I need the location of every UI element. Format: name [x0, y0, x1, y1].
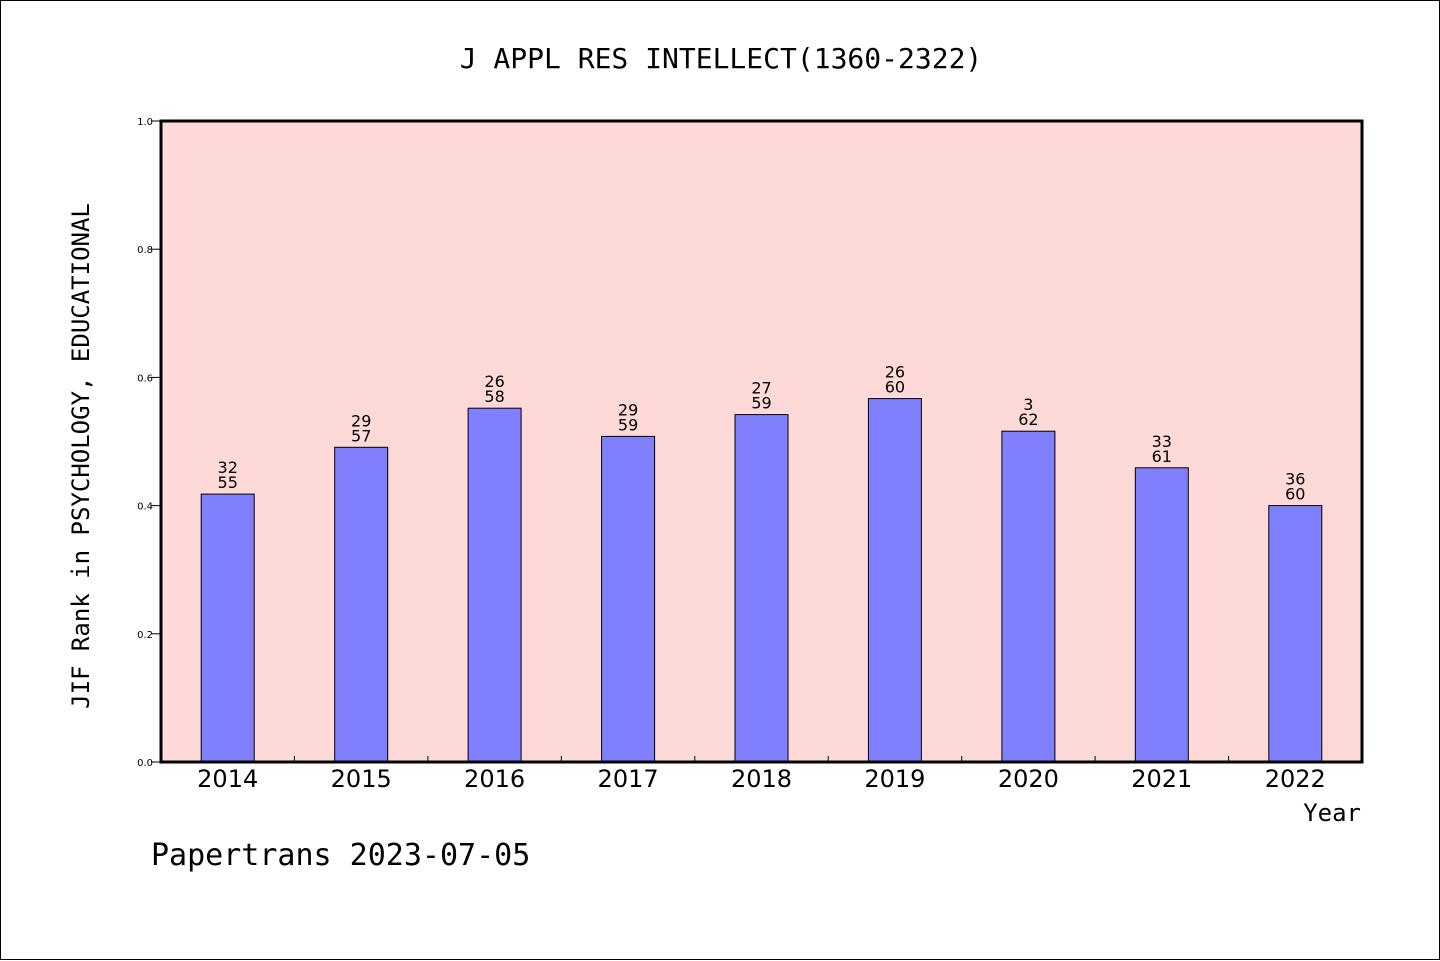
bar-2018 — [734, 414, 789, 763]
bar-label-rank-2022: 36 — [1285, 470, 1305, 489]
y-ticks-layer: 0.0 0.2 0.4 0.6 0.8 1.0 — [137, 117, 161, 769]
bar-label-total-2020: 62 — [1018, 410, 1038, 429]
y-tick-label: 0.6 — [137, 373, 153, 384]
x-tick-label-2019: 2019 — [864, 765, 925, 793]
bar-label-rank-2020: 3 — [1023, 395, 1033, 414]
plot-border — [159, 119, 1364, 764]
y-tick-label: 0.8 — [137, 245, 153, 256]
footer-credit: Papertrans 2023-07-05 — [151, 838, 530, 873]
bar-2015 — [334, 446, 389, 763]
bar-label-rank-2015: 29 — [351, 411, 371, 430]
bar-label-rank-2018: 27 — [751, 379, 771, 398]
x-tick-label-2017: 2017 — [598, 765, 659, 793]
x-tick-label-2021: 2021 — [1131, 765, 1192, 793]
x-tick-label-2016: 2016 — [464, 765, 525, 793]
y-axis-label: JIF Rank in PSYCHOLOGY, EDUCATIONAL — [67, 203, 95, 709]
bar-label-total-2016: 58 — [484, 387, 504, 406]
bar-2022 — [1268, 505, 1323, 763]
x-ticks-layer: 2014 2015 2016 2017 2018 2019 2020 2021 2022 — [197, 756, 1326, 793]
bar-label-rank-2021: 33 — [1152, 432, 1172, 451]
bar-2021 — [1134, 467, 1189, 763]
bar-label-total-2021: 61 — [1152, 447, 1172, 466]
x-tick-label-2014: 2014 — [197, 765, 258, 793]
bar-label-total-2017: 59 — [618, 415, 638, 434]
bar-label-total-2014: 55 — [218, 473, 238, 492]
bar-label-total-2019: 60 — [885, 378, 905, 397]
bar-label-total-2022: 60 — [1285, 485, 1305, 504]
x-tick-label-2020: 2020 — [998, 765, 1059, 793]
y-tick-label: 0.2 — [137, 630, 153, 641]
bar-label-rank-2017: 29 — [618, 400, 638, 419]
bar-2017 — [601, 435, 656, 763]
bar-label-total-2015: 57 — [351, 426, 371, 445]
bar-2020 — [1001, 430, 1056, 763]
x-axis-label: Year — [1303, 799, 1361, 827]
bar-label-rank-2019: 26 — [885, 363, 905, 382]
x-tick-label-2015: 2015 — [331, 765, 392, 793]
bar-2019 — [867, 398, 922, 763]
y-tick-label: 0.0 — [137, 758, 153, 769]
x-tick-label-2018: 2018 — [731, 765, 792, 793]
y-tick-label: 0.4 — [137, 502, 153, 513]
bar-label-rank-2014: 32 — [218, 458, 238, 477]
bar-2016 — [467, 407, 522, 763]
bar-label-rank-2016: 26 — [484, 372, 504, 391]
x-tick-label-2022: 2022 — [1265, 765, 1326, 793]
chart-title: J APPL RES INTELLECT(1360-2322) — [460, 42, 983, 75]
bar-2014 — [200, 493, 255, 763]
bar-label-total-2018: 59 — [751, 394, 771, 413]
y-tick-label: 1.0 — [137, 117, 153, 128]
